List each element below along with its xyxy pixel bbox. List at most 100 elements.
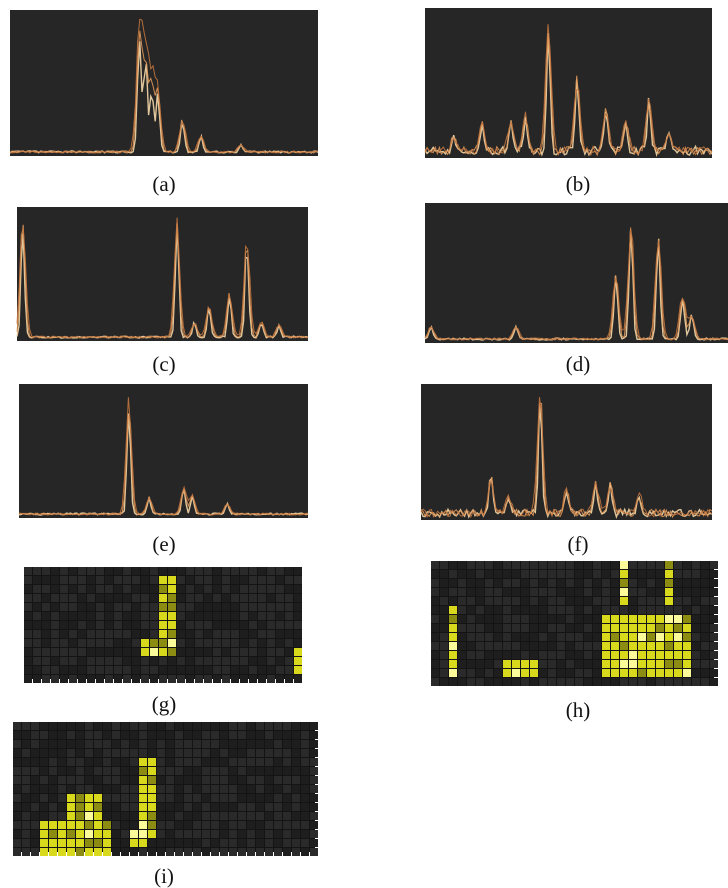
tile: [593, 660, 601, 668]
tile: [584, 651, 592, 659]
tile: [467, 579, 475, 587]
tile: [96, 621, 104, 629]
tile: [139, 803, 147, 811]
tile: [692, 570, 700, 578]
tile: [195, 648, 203, 656]
tile: [265, 794, 273, 802]
tile: [458, 597, 466, 605]
tile: [168, 648, 176, 656]
tile: [584, 597, 592, 605]
tile: [557, 624, 565, 632]
tile: [184, 767, 192, 775]
tile: [247, 776, 255, 784]
tile: [710, 561, 718, 569]
tile: [24, 657, 32, 665]
tile: [139, 839, 147, 847]
tile: [265, 740, 273, 748]
tile: [31, 794, 39, 802]
tile: [485, 597, 493, 605]
tile: [530, 660, 538, 668]
tile: [222, 639, 230, 647]
tile: [292, 803, 300, 811]
tile: [256, 848, 264, 856]
tile: [512, 579, 520, 587]
tile: [13, 776, 21, 784]
tile: [710, 678, 718, 686]
tile: [112, 812, 120, 820]
tile: [148, 740, 156, 748]
tile: [24, 621, 32, 629]
tile: [130, 821, 138, 829]
tile: [168, 612, 176, 620]
tile: [105, 648, 113, 656]
tile: [665, 669, 673, 677]
tile: [24, 675, 32, 683]
tile: [238, 839, 246, 847]
tile: [58, 776, 66, 784]
tile: [33, 585, 41, 593]
tile: [701, 570, 709, 578]
tile: [548, 561, 556, 569]
tile: [692, 633, 700, 641]
tile: [103, 839, 111, 847]
spectrum-line: [424, 34, 713, 157]
tile: [96, 612, 104, 620]
tile: [141, 630, 149, 638]
tile: [683, 642, 691, 650]
tile: [449, 588, 457, 596]
tile: [103, 749, 111, 757]
tile: [683, 678, 691, 686]
tile: [103, 794, 111, 802]
tile: [220, 758, 228, 766]
tile: [494, 606, 502, 614]
tile: [449, 651, 457, 659]
tile: [76, 749, 84, 757]
tile: [76, 776, 84, 784]
tile: [168, 657, 176, 665]
tile: [485, 651, 493, 659]
tile: [629, 660, 637, 668]
tile: [13, 722, 21, 730]
tile: [175, 767, 183, 775]
panel-caption: (g): [152, 692, 177, 716]
tile: [211, 749, 219, 757]
tile: [121, 848, 129, 856]
tile: [159, 666, 167, 674]
tile: [310, 812, 318, 820]
tile: [247, 740, 255, 748]
tile: [476, 669, 484, 677]
tile: [202, 830, 210, 838]
tile: [231, 576, 239, 584]
tile: [123, 576, 131, 584]
tile: [638, 615, 646, 623]
tile: [274, 812, 282, 820]
tile: [31, 812, 39, 820]
tile: [458, 579, 466, 587]
tile: [240, 576, 248, 584]
tile: [123, 621, 131, 629]
tile: [276, 639, 284, 647]
tile: [458, 633, 466, 641]
tile: [60, 567, 68, 575]
tile: [247, 821, 255, 829]
tile: [292, 839, 300, 847]
tile: [195, 567, 203, 575]
tile: [202, 821, 210, 829]
tile: [159, 603, 167, 611]
tile: [431, 669, 439, 677]
tile: [195, 585, 203, 593]
tile: [240, 612, 248, 620]
tile: [449, 597, 457, 605]
tile: [584, 579, 592, 587]
tile: [211, 722, 219, 730]
tile: [431, 561, 439, 569]
tile: [440, 597, 448, 605]
tile: [220, 740, 228, 748]
tile: [249, 585, 257, 593]
tile: [211, 830, 219, 838]
tile: [521, 624, 529, 632]
tile: [440, 606, 448, 614]
tile: [213, 603, 221, 611]
tile: [629, 651, 637, 659]
tile: [121, 731, 129, 739]
